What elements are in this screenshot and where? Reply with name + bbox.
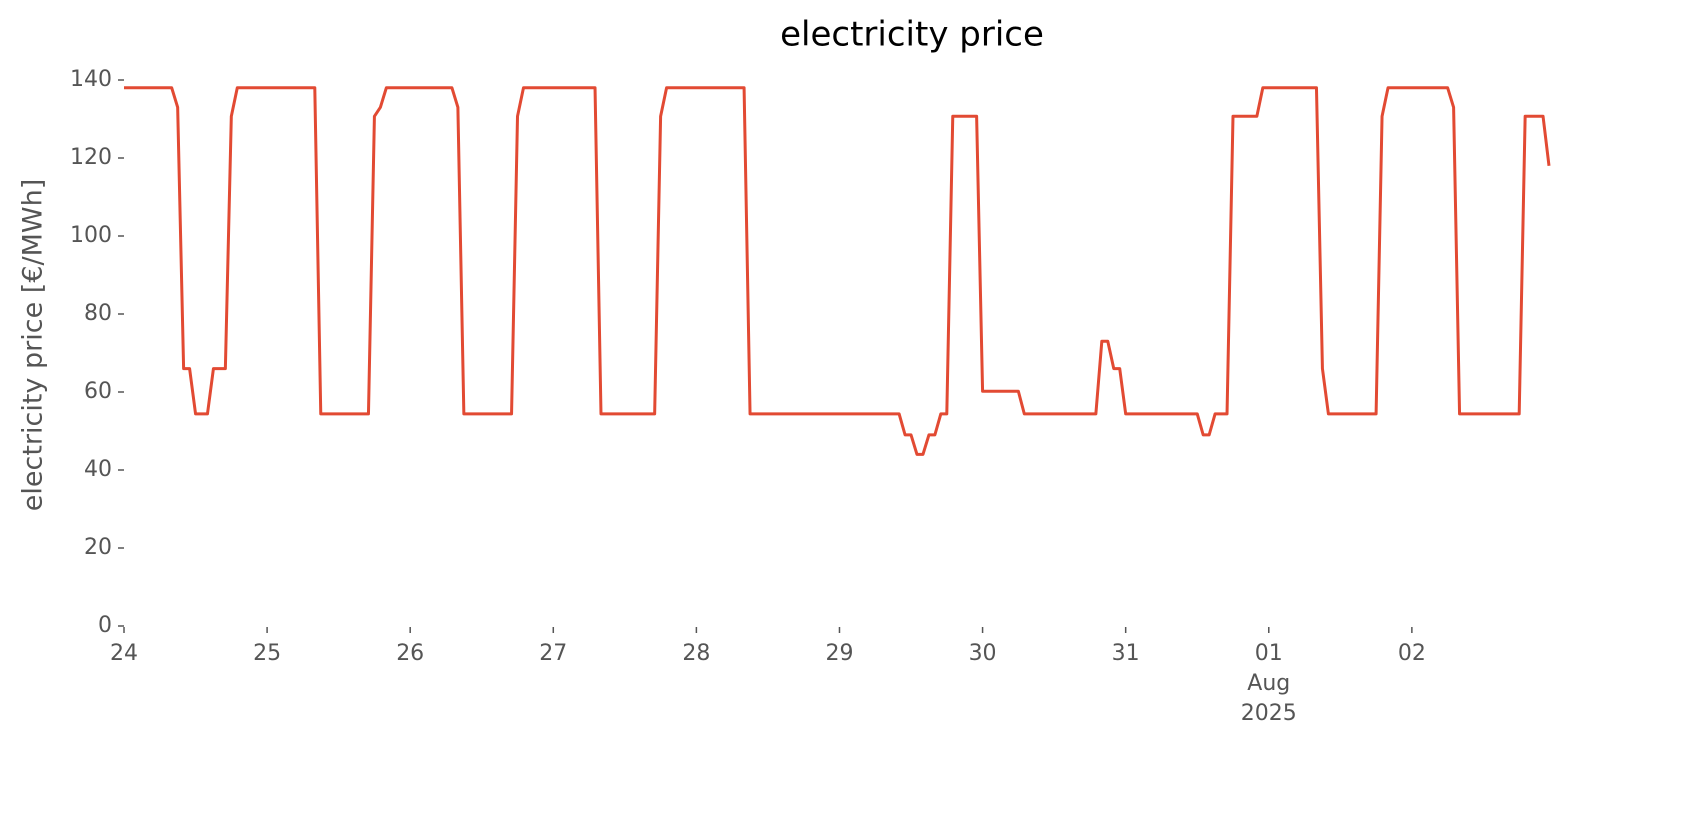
x-tick-label: 28: [682, 641, 711, 666]
x-tick-label: 24: [110, 641, 138, 666]
x-tick-label: 02: [1397, 641, 1426, 666]
y-tick-label: 100: [70, 223, 112, 248]
y-tick-label: 40: [84, 457, 112, 482]
y-axis-label: electricity price [€/MWh]: [18, 179, 49, 511]
x-tick-label: 26: [396, 641, 425, 666]
y-tick-label: 120: [70, 145, 112, 170]
y-tick-label: 80: [84, 301, 112, 326]
x-tick-label: 27: [539, 641, 568, 666]
x-tick-label: 01 Aug 2025: [1240, 641, 1297, 726]
chart-title: electricity price: [780, 15, 1044, 55]
x-tick-label: 25: [253, 641, 282, 666]
y-tick-label: 140: [70, 67, 112, 92]
x-tick-label: 30: [968, 641, 997, 666]
price-line: [124, 86, 1551, 456]
x-tick-label: 31: [1111, 641, 1140, 666]
y-tick-label: 60: [84, 379, 112, 404]
y-tick-label: 0: [98, 613, 112, 638]
x-tick-label: 29: [825, 641, 854, 666]
y-tick-label: 20: [84, 535, 112, 560]
